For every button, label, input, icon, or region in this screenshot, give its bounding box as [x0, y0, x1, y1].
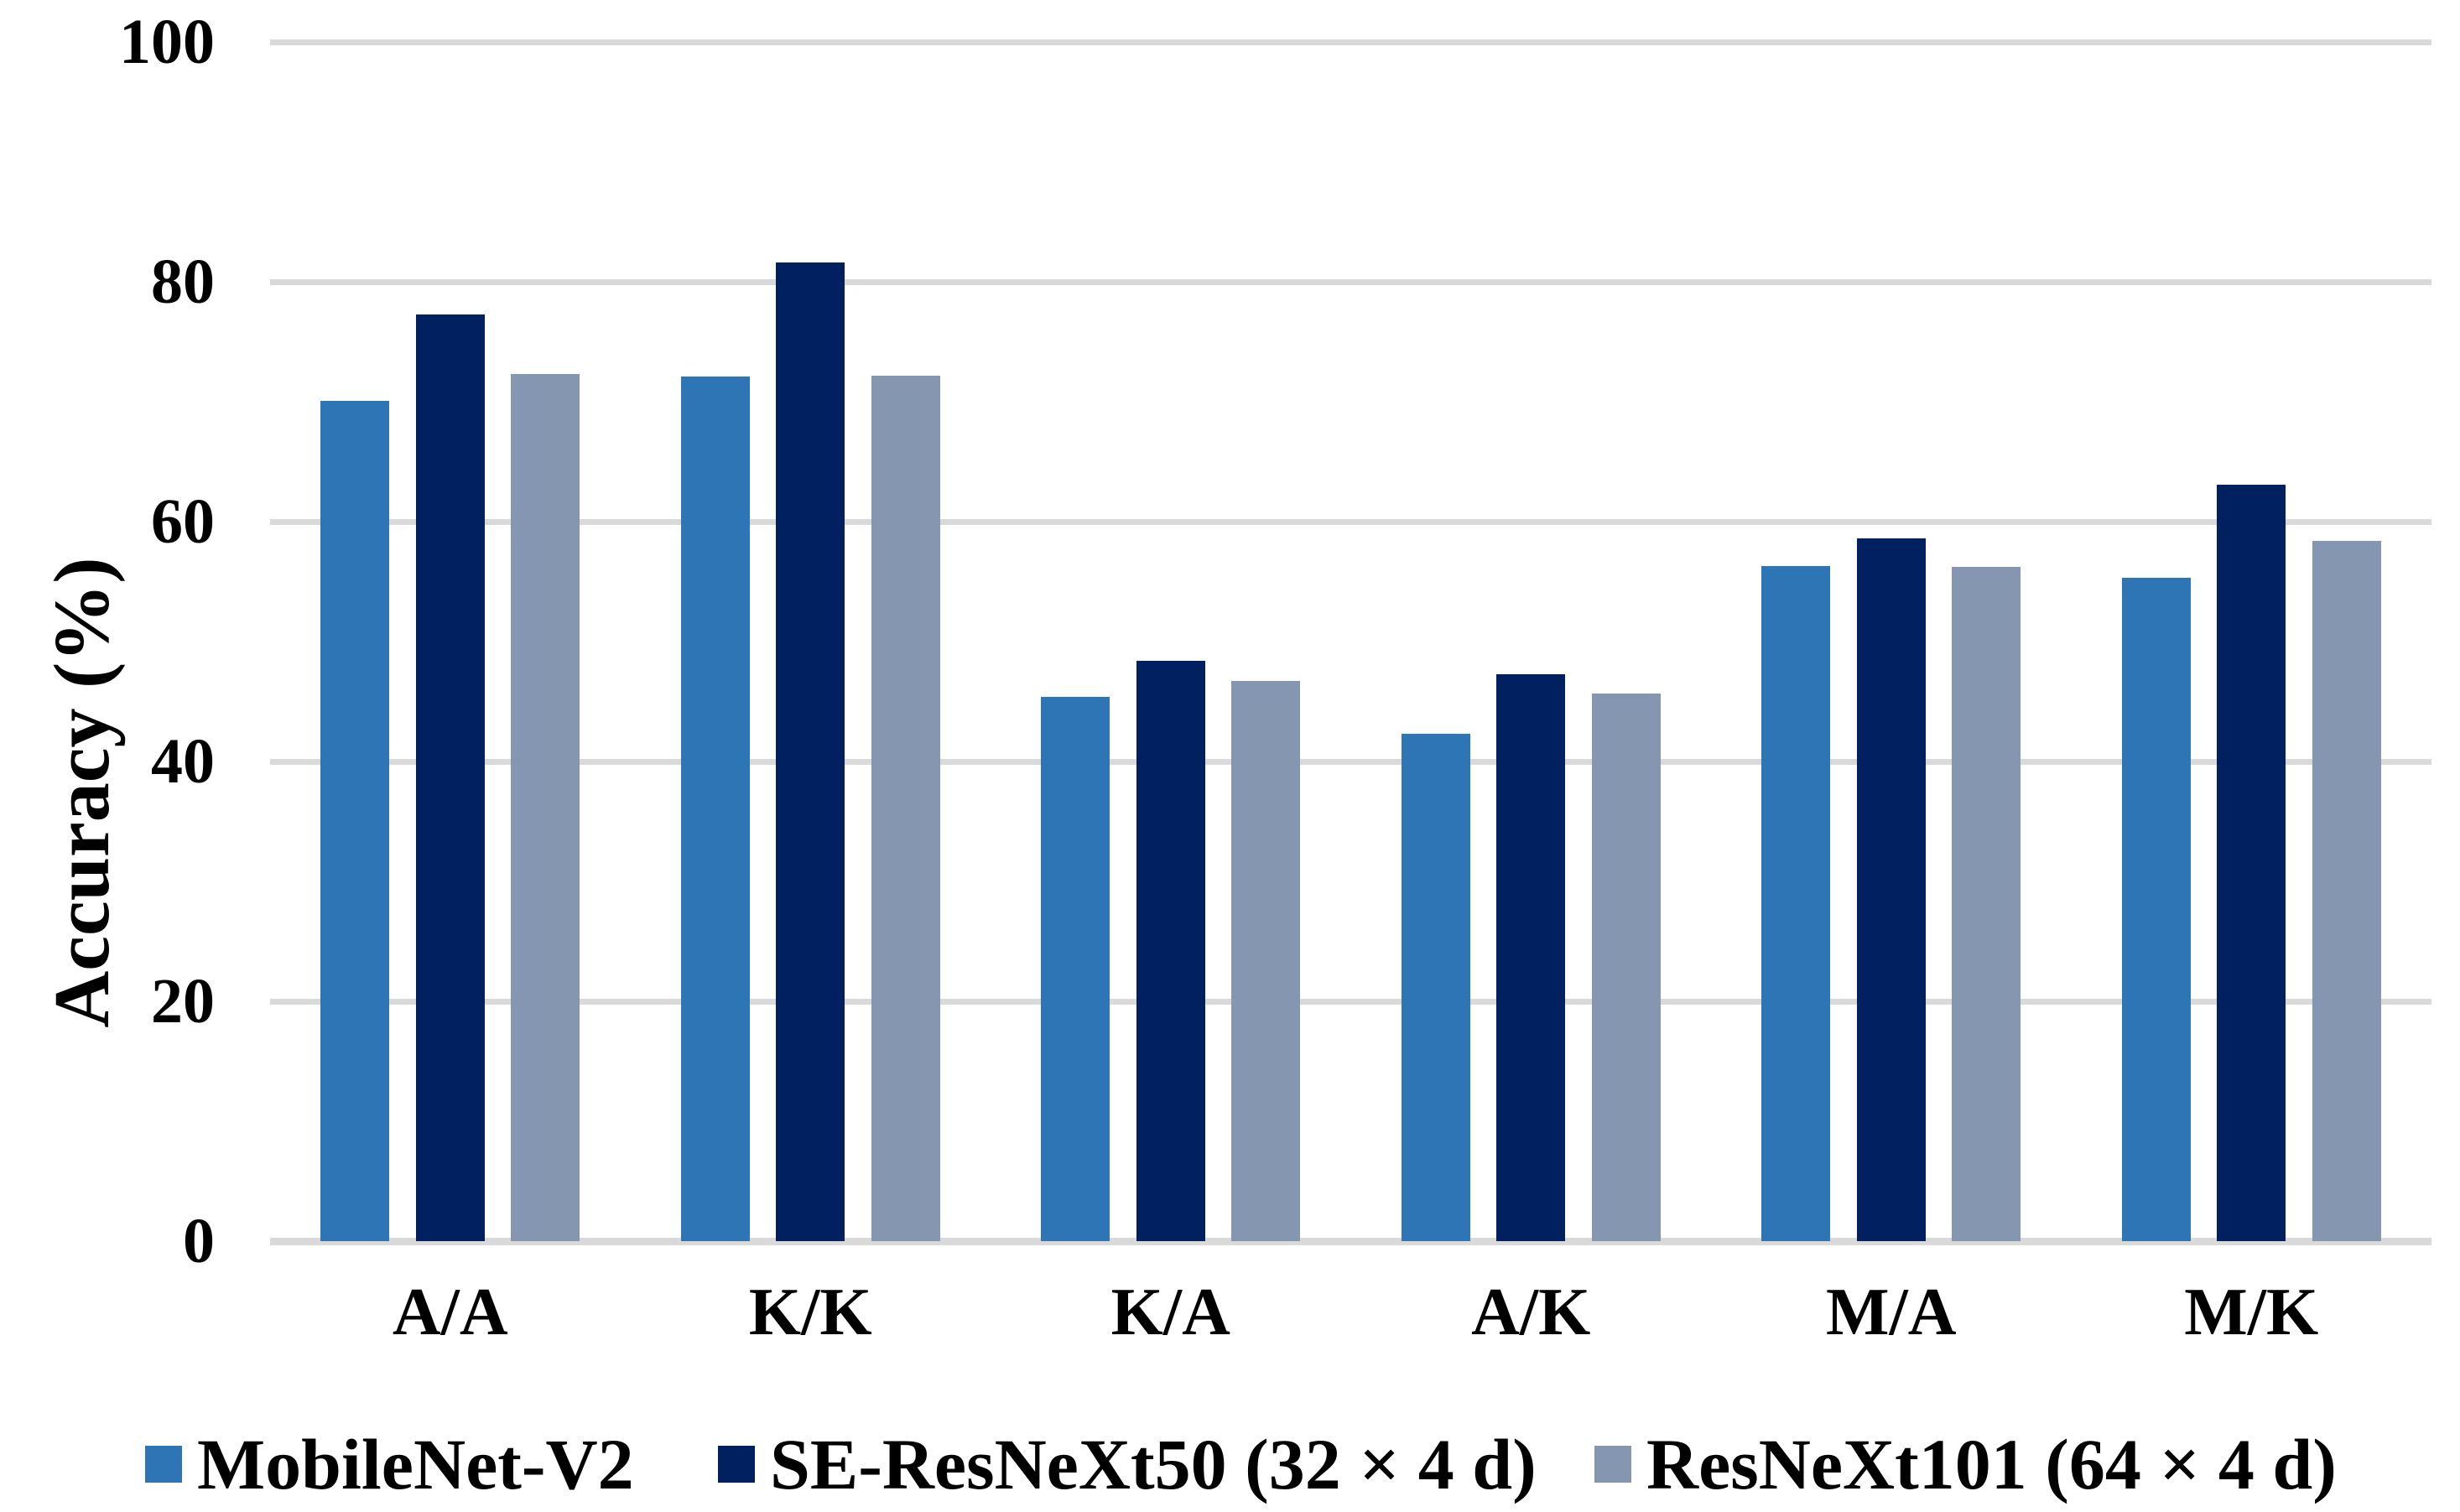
- bar-series2-K/K: [776, 262, 845, 1241]
- gridline-y-100: [270, 39, 2431, 45]
- legend-label: SE-ResNeXt50 (32 × 4 d): [770, 1424, 1537, 1504]
- plot-area: [270, 39, 2431, 1245]
- bar-series1-K/K: [680, 376, 750, 1241]
- y-tick-label-40: 40: [151, 726, 215, 797]
- bar-series3-K/A: [1231, 681, 1301, 1241]
- bar-series2-A/A: [415, 314, 485, 1241]
- bar-series3-K/K: [871, 375, 940, 1241]
- bar-series3-M/A: [1952, 567, 2021, 1241]
- x-label-A/A: A/A: [392, 1276, 508, 1349]
- bar-series1-A/A: [320, 400, 390, 1241]
- x-label-M/K: M/K: [2184, 1276, 2319, 1349]
- gridline-y-80: [270, 279, 2431, 285]
- bar-series3-A/K: [1591, 693, 1661, 1241]
- legend-item-3: ResNeXt101 (64 × 4 d): [1594, 1424, 2337, 1504]
- gridline-y-60: [270, 519, 2431, 525]
- bar-series2-K/A: [1136, 660, 1205, 1241]
- bar-series1-M/K: [2121, 578, 2191, 1241]
- legend-swatch-icon: [1594, 1446, 1631, 1483]
- bar-series2-M/K: [2217, 484, 2286, 1241]
- y-tick-label-0: 0: [183, 1206, 215, 1276]
- legend-swatch-icon: [145, 1446, 182, 1483]
- bar-series1-K/A: [1041, 696, 1110, 1241]
- x-label-M/A: M/A: [1825, 1276, 1957, 1349]
- legend-label: MobileNet-V2: [197, 1424, 634, 1504]
- y-tick-label-80: 80: [151, 247, 215, 317]
- gridline-y-40: [270, 759, 2431, 765]
- bar-series1-M/A: [1761, 565, 1831, 1241]
- y-tick-label-60: 60: [151, 486, 215, 557]
- bar-series3-A/A: [511, 374, 580, 1241]
- x-label-K/A: K/A: [1110, 1276, 1230, 1349]
- x-label-A/K: A/K: [1471, 1276, 1591, 1349]
- x-label-K/K: K/K: [748, 1276, 872, 1349]
- bar-series1-A/K: [1401, 734, 1470, 1241]
- bar-series2-A/K: [1496, 673, 1566, 1241]
- y-tick-label-20: 20: [151, 966, 215, 1037]
- legend-swatch-icon: [718, 1446, 755, 1483]
- bar-series2-M/A: [1856, 538, 1926, 1241]
- legend-label: ResNeXt101 (64 × 4 d): [1646, 1424, 2337, 1504]
- legend-item-1: MobileNet-V2: [145, 1424, 634, 1504]
- bar-series3-M/K: [2312, 540, 2381, 1241]
- gridline-y-20: [270, 999, 2431, 1005]
- x-axis-baseline: [270, 1238, 2431, 1245]
- legend-item-2: SE-ResNeXt50 (32 × 4 d): [718, 1424, 1537, 1504]
- y-tick-label-100: 100: [119, 7, 215, 77]
